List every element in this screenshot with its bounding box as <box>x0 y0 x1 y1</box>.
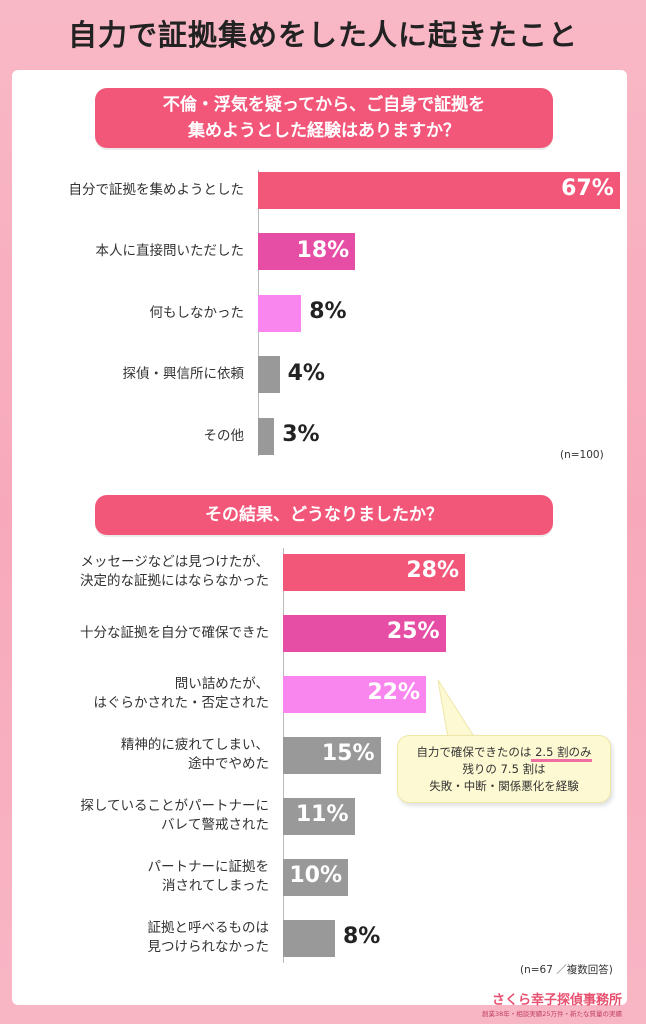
bar <box>283 553 465 591</box>
footer-logo: さくら幸子探偵事務所 創業38年・相談実績25万件・新たな質量の実績 <box>482 989 622 1018</box>
bar <box>283 736 381 774</box>
value-label: 11% <box>295 802 349 827</box>
value-label: 8% <box>343 924 381 949</box>
value-label: 15% <box>321 741 375 766</box>
value-label: 18% <box>296 237 350 263</box>
page-title: 自力で証拠集めをした人に起きたこと <box>67 18 578 52</box>
chart-2-sample-note: (n=67 ／複数回答) <box>520 964 613 976</box>
value-label: 67% <box>561 176 614 201</box>
value-label: 25% <box>386 619 440 644</box>
category-label: 何もしなかった <box>149 304 245 321</box>
brand-name: さくら幸子探偵事務所 <box>491 993 622 1008</box>
bar <box>283 675 426 713</box>
bar <box>258 171 620 209</box>
question-2-banner: その結果、どうなりましたか？ <box>95 495 553 535</box>
question-1-banner: 不倫・浮気を疑ってから、ご自身で証拠を 集めようとした経験はありますか？ <box>95 88 553 148</box>
category-label: 精神的に疲れてしまい、 途中でやめた <box>120 737 269 772</box>
bar <box>283 858 348 896</box>
value-label: 22% <box>367 680 420 705</box>
category-label: 自分で証拠を集めようとした <box>68 181 245 198</box>
value-label: 4% <box>287 360 325 386</box>
bar <box>258 294 302 332</box>
category-label: 探していることがパートナーに バレて警戒された <box>80 798 269 833</box>
callout-pointer <box>437 680 476 739</box>
category-label: 探偵・興信所に依頼 <box>122 366 245 382</box>
category-label: パートナーに証拠を 消されてしまった <box>147 859 270 894</box>
bar <box>258 233 356 270</box>
value-label: 8% <box>309 299 347 324</box>
callout-line-2: 残りの 7.5 割は <box>462 762 546 776</box>
bar <box>283 919 335 957</box>
callout-line-1: 自力で確保できたのは 2.5 割のみ <box>398 744 610 762</box>
value-label: 3% <box>282 422 320 447</box>
category-label: 本人に直接問いただした <box>95 243 245 259</box>
content-panel <box>12 70 627 1005</box>
brand-tagline: 創業38年・相談実績25万件・新たな質量の実績 <box>481 1010 622 1018</box>
callout-line-3: 失敗・中断・関係悪化を経験 <box>429 779 579 793</box>
bar <box>258 417 275 455</box>
bar <box>258 356 280 393</box>
summary-callout: 自力で確保できたのは 2.5 割のみ 残りの 7.5 割は 失敗・中断・関係悪化… <box>397 735 611 803</box>
category-label: メッセージなどは見つけたが、 決定的な証拠にはならなかった <box>80 554 269 589</box>
category-label: 十分な証拠を自分で確保できた <box>80 624 269 641</box>
category-label: 証拠と呼べるものは 見つけられなかった <box>147 920 270 955</box>
value-label: 28% <box>406 558 459 583</box>
callout-highlight: 2.5 割のみ <box>531 745 592 762</box>
category-label: その他 <box>203 427 245 444</box>
category-label: 問い詰めたが、 はぐらかされた・否定された <box>93 676 270 711</box>
value-label: 10% <box>289 863 342 888</box>
chart-1-sample-note: (n=100) <box>560 449 604 461</box>
bar <box>283 614 446 652</box>
bar <box>283 797 355 835</box>
